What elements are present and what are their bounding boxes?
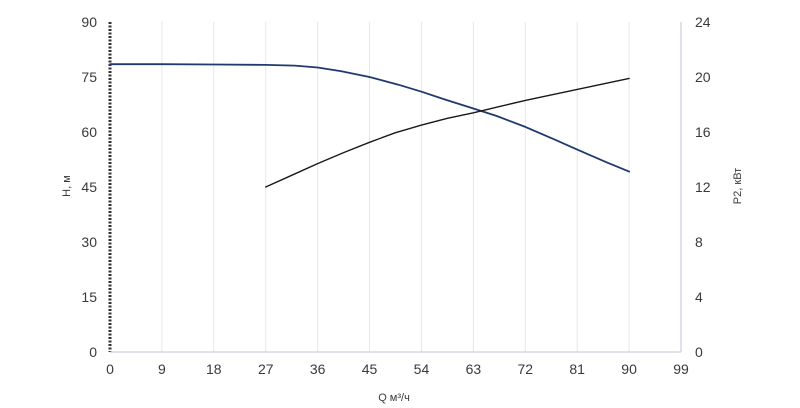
x-tick-label: 27 — [258, 361, 274, 377]
y-right-tick-label: 12 — [695, 179, 711, 195]
series-lines — [109, 63, 630, 188]
x-tick-label: 63 — [466, 361, 482, 377]
y-left-axis-label: H, м — [61, 175, 73, 197]
y-left-tick-label: 75 — [81, 69, 97, 85]
y-left-tick-label: 30 — [81, 234, 97, 250]
x-tick-label: 72 — [517, 361, 533, 377]
x-tick-label: 54 — [414, 361, 430, 377]
y-left-tick-label: 60 — [81, 124, 97, 140]
y-left-tick-label: 45 — [81, 179, 97, 195]
power-curve-line — [265, 77, 630, 188]
y-right-tick-label: 24 — [695, 14, 711, 30]
y-right-tick-label: 4 — [695, 289, 703, 305]
tick-labels: 0 9 18 27 36 45 54 63 72 81 90 99 0 15 30 45 60 75 90 0 4 8 12… — [81, 14, 710, 377]
x-tick-label: 18 — [206, 361, 222, 377]
x-tick-label: 45 — [362, 361, 378, 377]
y-right-tick-label: 16 — [695, 124, 711, 140]
y-left-tick-label: 90 — [81, 14, 97, 30]
x-tick-label: 36 — [310, 361, 326, 377]
y-right-axis-label: P2, кВт — [732, 168, 744, 204]
vertical-gridlines — [161, 22, 682, 352]
x-axis-label: Q м³/ч — [378, 392, 410, 404]
x-tick-label: 81 — [569, 361, 585, 377]
y-right-tick-label: 0 — [695, 344, 703, 360]
x-tick-label: 0 — [106, 361, 114, 377]
y-right-tick-label: 8 — [695, 234, 703, 250]
y-left-tick-label: 0 — [89, 344, 97, 360]
y-right-tick-label: 20 — [695, 69, 711, 85]
x-tick-label: 90 — [621, 361, 637, 377]
x-tick-label: 9 — [158, 361, 166, 377]
axes — [108, 22, 682, 353]
x-tick-label: 99 — [673, 361, 689, 377]
head-curve-line — [109, 63, 630, 173]
y-left-tick-label: 15 — [81, 289, 97, 305]
